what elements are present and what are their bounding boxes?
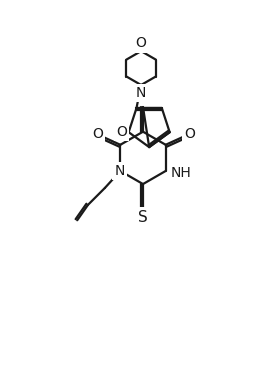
Text: O: O [184,127,195,141]
Text: O: O [92,127,103,141]
Text: N: N [136,86,146,100]
Text: NH: NH [170,165,191,179]
Text: S: S [138,210,148,225]
Text: N: N [114,164,125,178]
Text: O: O [116,125,127,139]
Text: O: O [136,37,147,51]
